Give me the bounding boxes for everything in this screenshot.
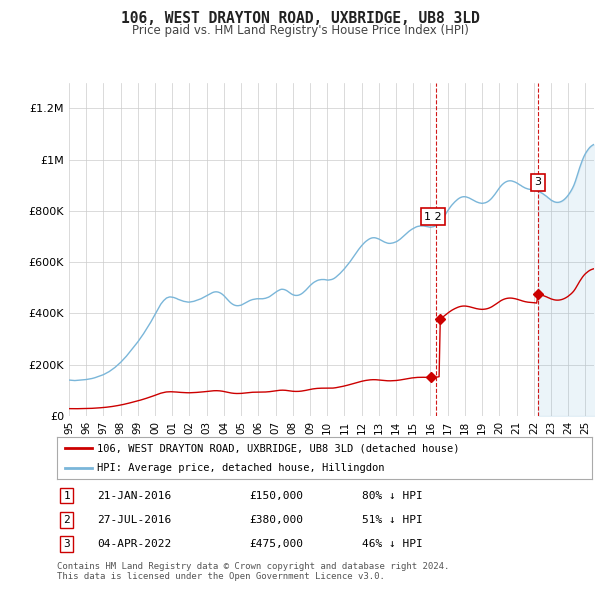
Text: HPI: Average price, detached house, Hillingdon: HPI: Average price, detached house, Hill… xyxy=(97,463,385,473)
Text: 1: 1 xyxy=(63,491,70,501)
Text: 21-JAN-2016: 21-JAN-2016 xyxy=(97,491,172,501)
Text: 3: 3 xyxy=(535,178,542,188)
Text: 46% ↓ HPI: 46% ↓ HPI xyxy=(362,539,423,549)
Text: 80% ↓ HPI: 80% ↓ HPI xyxy=(362,491,423,501)
Text: £150,000: £150,000 xyxy=(250,491,304,501)
Text: 04-APR-2022: 04-APR-2022 xyxy=(97,539,172,549)
Text: 51% ↓ HPI: 51% ↓ HPI xyxy=(362,515,423,525)
Text: Price paid vs. HM Land Registry's House Price Index (HPI): Price paid vs. HM Land Registry's House … xyxy=(131,24,469,37)
Text: 106, WEST DRAYTON ROAD, UXBRIDGE, UB8 3LD: 106, WEST DRAYTON ROAD, UXBRIDGE, UB8 3L… xyxy=(121,11,479,25)
Text: 27-JUL-2016: 27-JUL-2016 xyxy=(97,515,172,525)
Text: 3: 3 xyxy=(63,539,70,549)
Text: £380,000: £380,000 xyxy=(250,515,304,525)
Text: £475,000: £475,000 xyxy=(250,539,304,549)
Text: 106, WEST DRAYTON ROAD, UXBRIDGE, UB8 3LD (detached house): 106, WEST DRAYTON ROAD, UXBRIDGE, UB8 3L… xyxy=(97,443,460,453)
Text: 1 2: 1 2 xyxy=(424,212,442,222)
Text: 2: 2 xyxy=(63,515,70,525)
Text: Contains HM Land Registry data © Crown copyright and database right 2024.
This d: Contains HM Land Registry data © Crown c… xyxy=(57,562,449,581)
